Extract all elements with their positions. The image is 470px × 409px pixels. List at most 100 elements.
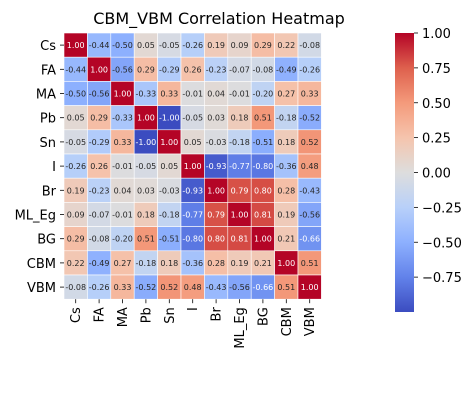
cell-value-label: -0.07 (229, 65, 250, 74)
cell-value-label: 0.26 (184, 65, 202, 74)
cell-value-label: -0.93 (206, 162, 227, 171)
cell-value-label: -0.33 (112, 114, 133, 123)
cell-value-label: -0.44 (89, 41, 110, 50)
cell-value-label: -0.50 (65, 90, 86, 99)
cell-value-label: -0.52 (136, 283, 157, 292)
cell-value-label: 0.33 (114, 138, 132, 147)
cell-value-label: 0.05 (160, 162, 178, 171)
cell-value-label: -0.26 (299, 65, 320, 74)
colorbar-tick-label: −0.25 (422, 201, 462, 216)
x-tick-label: I (186, 307, 201, 311)
cell-value-label: -0.51 (253, 138, 274, 147)
cell-value-label: 1.00 (160, 138, 178, 147)
x-tick-label: Pb (139, 307, 154, 323)
cell-value-label: 0.51 (277, 283, 295, 292)
cell-value-label: -0.36 (276, 162, 297, 171)
cell-value-label: 0.18 (137, 211, 155, 220)
cell-value-label: 0.33 (114, 283, 132, 292)
cell-value-label: 1.00 (207, 186, 225, 195)
x-tick-label: BG (256, 307, 271, 326)
heatmap-cells (63, 32, 322, 300)
cell-value-label: -0.01 (182, 90, 203, 99)
cell-value-label: -0.20 (253, 90, 274, 99)
y-tick-label: FA (41, 63, 56, 78)
cell-value-label: 0.28 (277, 186, 295, 195)
cell-value-label: 0.27 (277, 90, 295, 99)
cell-value-label: -1.00 (136, 138, 157, 147)
cell-value-label: -0.56 (299, 211, 320, 220)
cell-value-label: -0.77 (182, 211, 203, 220)
cell-value-label: 1.00 (90, 65, 108, 74)
y-tick-label: Sn (40, 136, 57, 151)
cell-value-label: 0.81 (231, 235, 249, 244)
cell-value-label: 0.19 (277, 211, 295, 220)
cell-value-label: 1.00 (137, 114, 155, 123)
cell-value-label: 0.21 (254, 259, 272, 268)
y-tick-label: Cs (40, 39, 56, 54)
cell-value-label: 0.33 (160, 90, 178, 99)
cell-value-label: -1.00 (159, 114, 180, 123)
cell-value-label: 0.26 (90, 162, 108, 171)
cell-value-label: -0.93 (182, 186, 203, 195)
cell-value-label: 0.09 (231, 41, 249, 50)
cell-value-label: 0.51 (301, 259, 319, 268)
x-tick-label: Br (210, 307, 225, 322)
cell-value-label: -0.44 (65, 65, 86, 74)
colorbar-tick-label: −0.75 (422, 271, 462, 286)
cell-value-label: 1.00 (254, 235, 272, 244)
cell-value-label: 0.19 (231, 259, 249, 268)
cell-value-label: -0.05 (182, 114, 203, 123)
colorbar-tick-label: 0.25 (422, 132, 451, 147)
cell-value-label: 0.52 (301, 138, 319, 147)
cell-value-label: 1.00 (184, 162, 202, 171)
y-axis-ticks: Cs FA MA Pb Sn I Br ML_Eg BG CBM VBM (15, 39, 64, 296)
cell-value-label: 0.05 (137, 41, 155, 50)
cell-value-label: 0.18 (231, 114, 249, 123)
cell-value-label: -0.29 (159, 65, 180, 74)
cell-value-label: 1.00 (301, 283, 319, 292)
cell-value-label: -0.05 (65, 138, 86, 147)
cell-value-label: -0.26 (65, 162, 86, 171)
cell-value-label: 0.05 (184, 138, 202, 147)
y-tick-label: Br (42, 184, 57, 199)
cell-value-label: 0.81 (254, 211, 272, 220)
chart-title: CBM_VBM Correlation Heatmap (93, 9, 345, 29)
cell-value-label: 1.00 (67, 41, 85, 50)
cell-value-label: -0.01 (112, 162, 133, 171)
cell-value-label: 0.48 (184, 283, 202, 292)
y-tick-label: BG (37, 233, 56, 248)
cell-value-label: 0.21 (277, 235, 295, 244)
cell-value-label: -0.43 (206, 283, 227, 292)
cell-value-label: 0.19 (207, 41, 225, 50)
cell-value-label: 0.05 (67, 114, 85, 123)
cell-value-label: -0.08 (299, 41, 320, 50)
cell-value-label: -0.03 (159, 186, 180, 195)
cell-value-label: 0.19 (67, 186, 85, 195)
y-tick-label: ML_Eg (15, 209, 56, 224)
cell-value-label: -0.66 (253, 283, 274, 292)
cell-value-label: -0.26 (182, 41, 203, 50)
y-tick-label: Pb (40, 112, 56, 127)
cell-value-label: 0.04 (207, 90, 225, 99)
cell-value-label: 1.00 (231, 211, 249, 220)
cell-value-label: 0.22 (277, 41, 295, 50)
cell-value-label: 0.48 (301, 162, 319, 171)
cell-value-label: 1.00 (114, 90, 132, 99)
cell-value-label: -0.51 (159, 235, 180, 244)
cell-value-label: 0.29 (254, 41, 272, 50)
cell-value-label: 0.18 (277, 138, 295, 147)
heatmap-cell-labels: 1.00 -0.44 -0.50 0.05 -0.05 -0.26 0.19 0.09 0.29… (65, 41, 320, 292)
cell-value-label: -0.08 (253, 65, 274, 74)
cell-value-label: 0.33 (301, 90, 319, 99)
cell-value-label: 0.51 (137, 235, 155, 244)
cell-value-label: -0.80 (253, 162, 274, 171)
x-tick-label: Cs (69, 307, 84, 323)
x-tick-label: MA (116, 307, 131, 327)
cell-value-label: -0.03 (206, 138, 227, 147)
cell-value-label: -0.01 (229, 90, 250, 99)
x-axis-ticks: Cs FA MA Pb Sn I Br ML_Eg BG CBM VBM (69, 299, 318, 349)
cell-value-label: -0.43 (299, 186, 320, 195)
cell-value-label: -0.49 (89, 259, 110, 268)
y-tick-label: MA (36, 88, 56, 103)
